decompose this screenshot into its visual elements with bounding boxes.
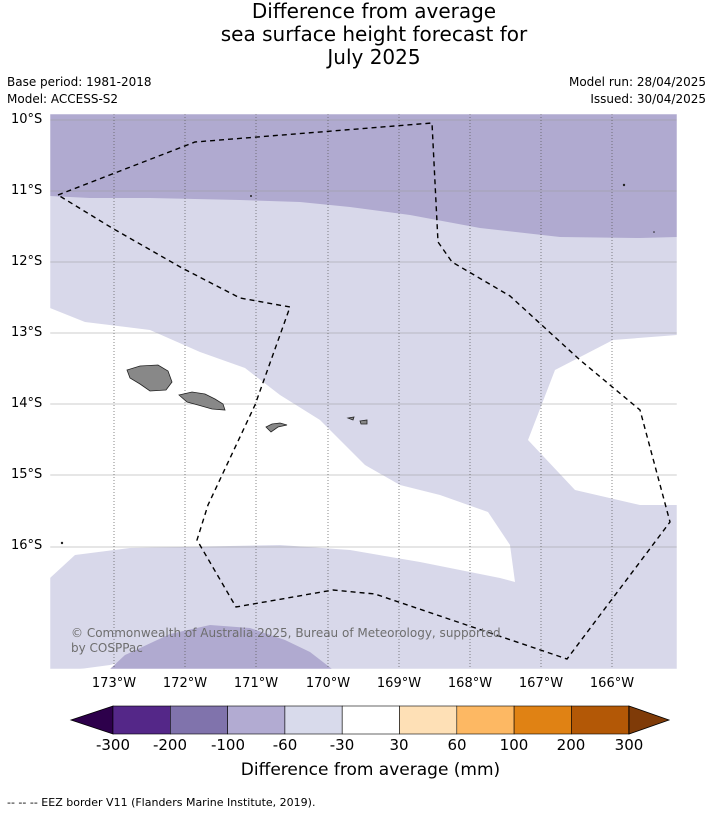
class-neg100-neg60-south-region [110,625,332,669]
small-islets [60,183,655,545]
colorbar-tick: 30 [389,736,409,754]
colorbar-under-arrow [69,705,114,735]
colorbar-tick: -100 [210,736,246,754]
colorbar-tick: 60 [447,736,467,754]
colorbar-cell [399,705,458,735]
islet-south-west [60,541,64,545]
class-neg100-neg60-north-region [50,114,677,238]
land-samoa [126,364,368,433]
colorbar-cell [112,705,171,735]
upolu-island [178,391,226,411]
lon-label: 169°W [376,676,422,691]
map-frame [49,113,678,670]
colorbar-cell [341,705,400,735]
model-name: Model: ACCESS-S2 [7,92,119,106]
eez-footnote: -- -- -- EEZ border V11 (Flanders Marine… [7,796,316,809]
lat-label: 11°S [11,183,43,198]
lat-label: 16°S [11,538,43,553]
colorbar-tick: -200 [152,736,188,754]
colorbar-cell [571,705,629,735]
colorbar-tick: -60 [272,736,298,754]
issued-date: Issued: 30/04/2025 [590,92,706,106]
colorbar-tick: 200 [556,736,586,754]
islet-north-east-a [622,183,626,187]
lon-label: 172°W [162,676,208,691]
title-line-3: July 2025 [327,45,421,69]
title-line-1: Difference from average [251,0,497,23]
lat-label: 13°S [11,325,43,340]
lat-label: 10°S [11,112,43,127]
colorbar-cells [112,705,629,735]
colorbar [69,705,671,735]
lon-label: 171°W [233,676,279,691]
lon-label: 173°W [91,676,137,691]
copyright-notice: © Commonwealth of Australia 2025, Bureau… [71,626,501,656]
islet-swains [250,195,252,197]
savaii-island [126,364,173,392]
map-figure [49,113,678,670]
lon-label: 170°W [305,676,351,691]
map-title: Difference from average sea surface heig… [0,0,713,69]
colorbar-tick: -300 [95,736,131,754]
islet-north-east-b [653,231,655,233]
colorbar-tick: -30 [329,736,355,754]
base-period: Base period: 1981-2018 [7,75,152,89]
lat-label: 14°S [11,396,43,411]
tutuila-island [265,422,288,433]
colorbar-cell [513,705,572,735]
title-line-2: sea surface height forecast for [220,22,528,46]
copyright-line-1: © Commonwealth of Australia 2025, Bureau… [71,626,501,640]
lat-label: 15°S [11,467,43,482]
colorbar-cell [227,705,286,735]
map-panel [49,113,678,670]
meta-left: Base period: 1981-2018 Model: ACCESS-S2 [7,74,152,108]
tau-island [359,419,368,425]
class-neg60-neg30-region [50,114,677,669]
colorbar-cell [456,705,515,735]
colorbar-tick: 100 [499,736,529,754]
model-run: Model run: 28/04/2025 [568,75,706,89]
lat-label: 12°S [11,254,43,269]
graticule [50,114,677,669]
colorbar-tick: 300 [614,736,644,754]
colorbar-cell [284,705,343,735]
lon-label: 168°W [447,676,493,691]
ofu-island [346,416,355,421]
colorbar-over-arrow [628,705,671,735]
colorbar-label: Difference from average (mm) [240,760,501,780]
lon-label: 166°W [589,676,635,691]
meta-right: Model run: 28/04/2025 Issued: 30/04/2025 [569,74,706,108]
copyright-line-2: by COSPPac [71,641,143,655]
colorbar-cell [170,705,228,735]
lon-label: 167°W [518,676,564,691]
